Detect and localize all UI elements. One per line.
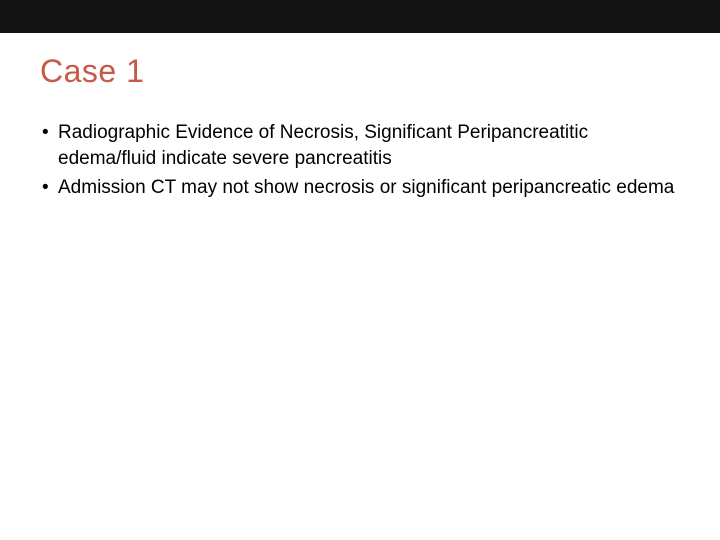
top-accent-bar — [0, 0, 720, 33]
content-area: Case 1 Radiographic Evidence of Necrosis… — [0, 33, 720, 201]
bullet-item: Admission CT may not show necrosis or si… — [40, 175, 680, 201]
bullet-item: Radiographic Evidence of Necrosis, Signi… — [40, 120, 680, 171]
slide-title: Case 1 — [40, 53, 680, 90]
slide-container: Case 1 Radiographic Evidence of Necrosis… — [0, 0, 720, 540]
bullet-list: Radiographic Evidence of Necrosis, Signi… — [40, 120, 680, 201]
